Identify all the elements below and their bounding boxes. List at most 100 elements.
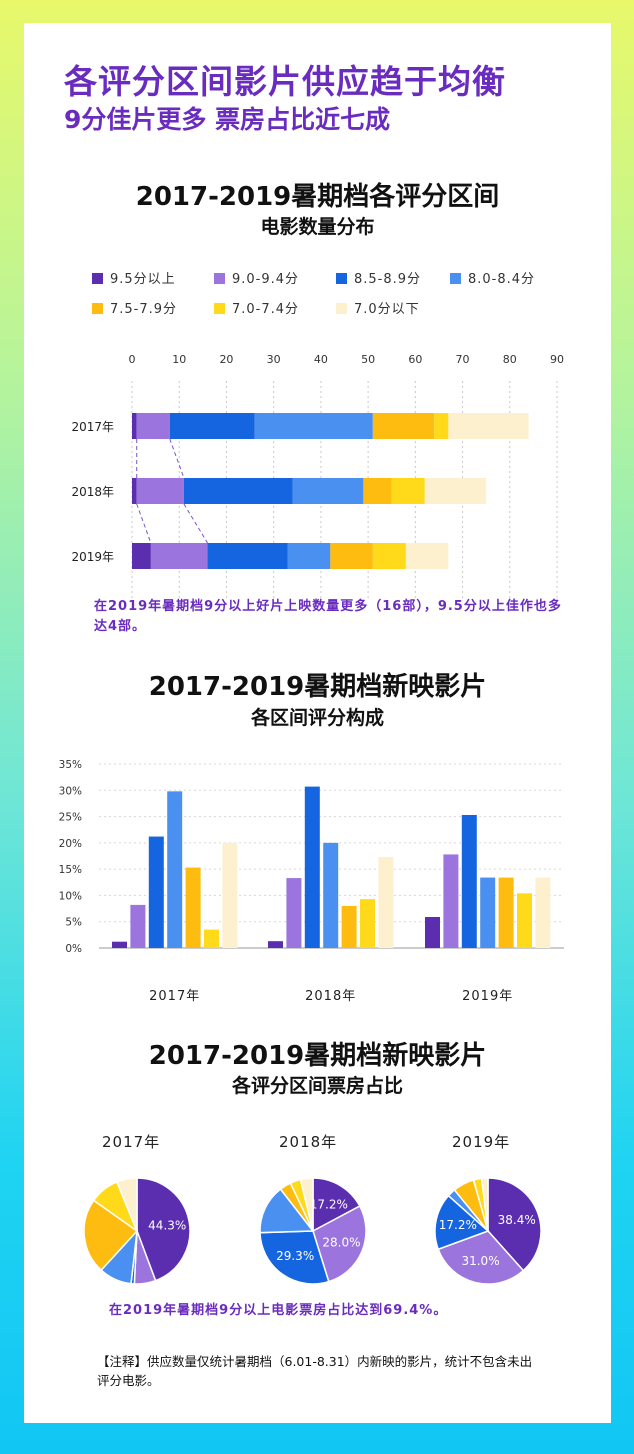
pie-data-label: 28.0% <box>322 1236 360 1250</box>
y-tick-label: 35% <box>59 759 82 771</box>
pie-charts: 44.3% 17.2% 28.0% 29.3% 38.4% 31.0% 17.2% <box>83 1177 542 1285</box>
chart3-title-line2: 各评分区间票房占比 <box>231 1075 403 1097</box>
bar-segment <box>169 413 255 439</box>
legend-swatch <box>336 303 347 314</box>
bar <box>268 941 283 948</box>
legend-swatch <box>92 303 103 314</box>
pie-data-label: 17.2% <box>439 1218 477 1232</box>
bar-segment <box>132 543 151 569</box>
pie-slice <box>434 1194 490 1251</box>
pie-slice <box>136 1177 191 1282</box>
chart2-title-line1: 2017-2019暑期档新映影片 <box>148 672 487 702</box>
bar-segment <box>183 478 293 504</box>
y-tick-label: 25% <box>59 812 82 824</box>
bar <box>148 836 164 948</box>
legend-swatch <box>92 273 103 284</box>
bar <box>286 878 302 948</box>
pie-slice <box>312 1177 361 1233</box>
legend-label: 8.0-8.4分 <box>468 272 536 287</box>
legend-item: 7.0-7.4分 <box>214 298 299 317</box>
pie-slice <box>299 1177 314 1232</box>
bar-segment <box>372 413 435 439</box>
bar <box>443 854 459 948</box>
bar <box>130 904 146 948</box>
bar <box>222 842 238 948</box>
pie-slice <box>259 1230 330 1285</box>
category-label: 2019年 <box>462 989 513 1004</box>
footnote: 【注释】供应数量仅统计暑期档（6.01-8.31）内新映的影片，统计不包含未出评… <box>97 1354 533 1388</box>
legend-swatch <box>214 303 225 314</box>
bar-segment <box>391 478 425 504</box>
bar <box>341 905 357 948</box>
category-label: 2018年 <box>71 485 114 499</box>
x-tick-label: 50 <box>361 353 375 366</box>
pie-data-label: 17.2% <box>310 1198 348 1212</box>
legend-item: 8.0-8.4分 <box>450 268 535 287</box>
legend-swatch <box>450 273 461 284</box>
category-label: 2017年 <box>71 420 114 434</box>
legend-item: 7.0分以下 <box>336 298 420 317</box>
pie-data-label: 31.0% <box>461 1254 499 1268</box>
bar <box>517 893 532 948</box>
stacked-bar-chart: 0 10 20 30 40 50 60 70 80 90 2017年 2018年 2019年 <box>71 353 564 598</box>
y-tick-label: 10% <box>59 890 82 902</box>
legend-item: 9.5分以上 <box>92 268 176 287</box>
y-tick-label: 15% <box>59 864 82 876</box>
bar <box>304 786 320 948</box>
chart1-title-line2: 电影数量分布 <box>260 216 375 238</box>
bar-segment <box>132 478 137 504</box>
y-tick-label: 5% <box>65 917 82 929</box>
grouped-bar-chart: 0% 5% 10% 15% 20% 25% 30% 35% 2017年 2018年 2019年 <box>59 759 564 1004</box>
connector-line <box>136 503 152 544</box>
legend-item: 9.0-9.4分 <box>214 268 299 287</box>
legend-swatch <box>214 273 225 284</box>
bar-segment <box>136 478 184 504</box>
y-tick-label: 30% <box>59 785 82 797</box>
bar <box>185 867 201 948</box>
pie-slice <box>437 1230 525 1285</box>
chart3-note: 在2019年暑期档9分以上电影票房占比达到69.4%。 <box>109 1303 448 1318</box>
bar-segment <box>132 413 137 439</box>
bar <box>167 791 183 948</box>
bar <box>480 877 496 948</box>
bar-segment <box>448 413 529 439</box>
category-label: 2018年 <box>305 989 356 1004</box>
bar <box>461 814 477 948</box>
pie-data-label: 44.3% <box>148 1219 186 1233</box>
bar <box>204 929 219 948</box>
bar-segment <box>330 543 373 569</box>
pie-slice <box>480 1177 489 1232</box>
pie-slice <box>487 1177 542 1272</box>
legend-label: 7.0分以下 <box>354 302 420 317</box>
bar-segment <box>434 413 449 439</box>
x-tick-label: 80 <box>503 353 517 366</box>
pie-data-label: 29.3% <box>276 1249 314 1263</box>
bar-segment <box>254 413 373 439</box>
y-tick-label: 20% <box>59 838 82 850</box>
bar-segment <box>405 543 449 569</box>
bar-segment <box>150 543 208 569</box>
chart1-title-line1: 2017-2019暑期档各评分区间 <box>135 182 500 212</box>
legend-label: 7.5-7.9分 <box>110 302 178 317</box>
bar-segment <box>292 478 364 504</box>
pie-year-label: 2017年 <box>102 1133 161 1151</box>
page-title: 各评分区间影片供应趋于均衡 <box>64 62 506 101</box>
chart1-note: 在2019年暑期档9分以上好片上映数量更多（16部），9.5分以上佳作也多达4部… <box>94 599 562 634</box>
page-subtitle: 9分佳片更多 票房占比近七成 <box>64 105 391 134</box>
pie-slice <box>115 1177 138 1232</box>
x-tick-label: 70 <box>456 353 470 366</box>
x-tick-label: 10 <box>172 353 186 366</box>
x-tick-label: 90 <box>550 353 564 366</box>
connector-line <box>183 503 208 544</box>
bar <box>498 877 514 948</box>
bar-segment <box>424 478 487 504</box>
bar <box>323 842 339 948</box>
legend-label: 9.5分以上 <box>110 272 176 287</box>
legend-swatch <box>336 273 347 284</box>
pie-slice <box>83 1199 139 1272</box>
bar-segment <box>136 413 170 439</box>
pie-slice <box>259 1188 315 1234</box>
bar-segment <box>287 543 331 569</box>
connector-line <box>169 438 185 479</box>
infographic-card: 各评分区间影片供应趋于均衡 9分佳片更多 票房占比近七成 2017-2019暑期… <box>24 23 611 1423</box>
